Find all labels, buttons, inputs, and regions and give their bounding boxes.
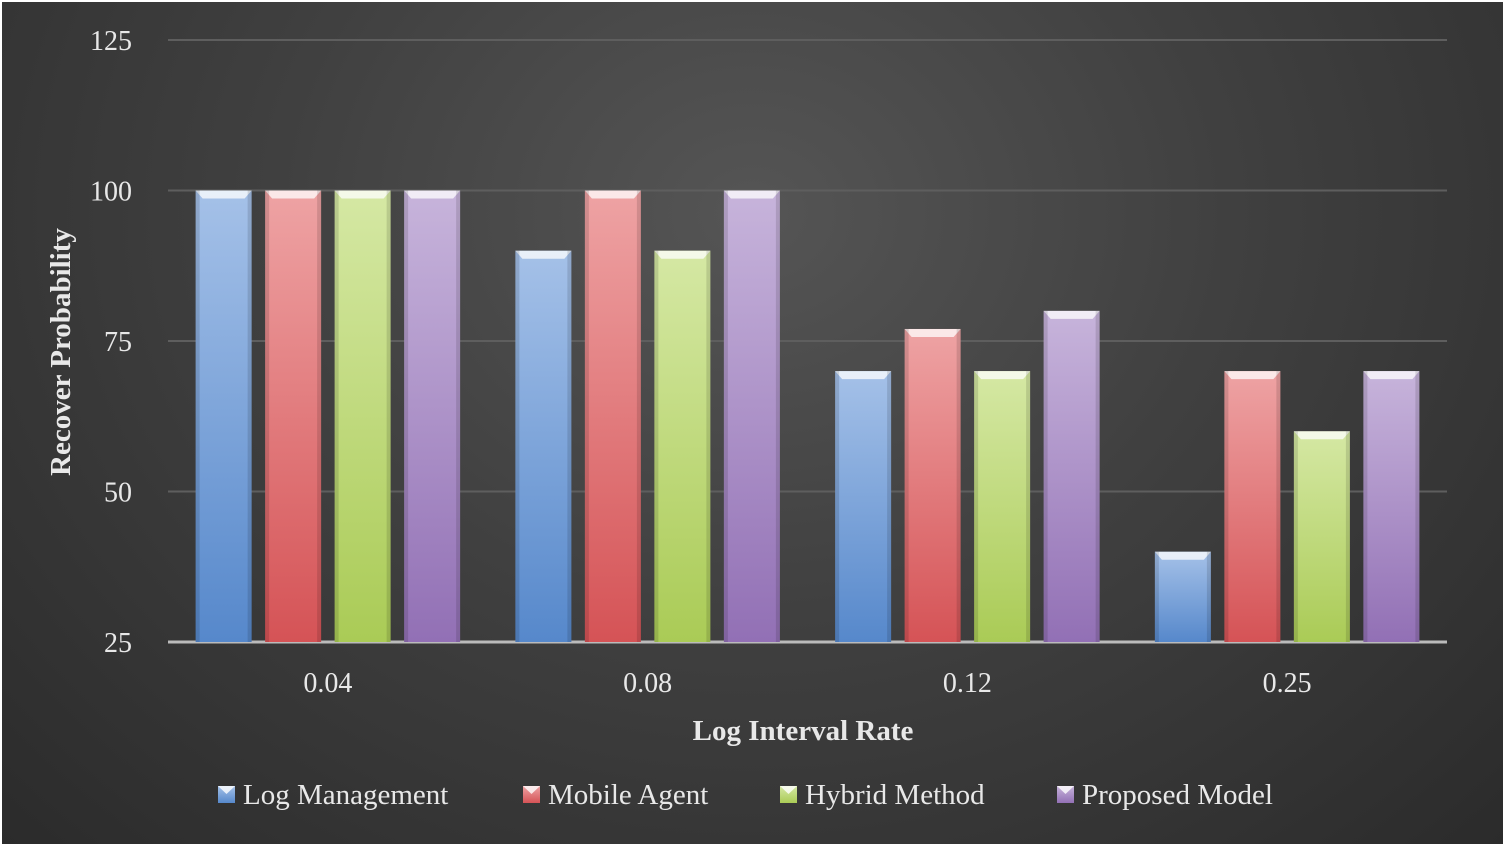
legend-swatch — [218, 786, 235, 803]
bar — [404, 190, 461, 642]
legend-label: Log Management — [243, 779, 448, 811]
y-tick-label: 75 — [104, 327, 132, 358]
bar — [1224, 371, 1281, 642]
x-tick-label: 0.04 — [303, 668, 352, 699]
legend-item: Log Management — [218, 779, 448, 811]
legend-item: Hybrid Method — [780, 779, 985, 811]
legend-item: Mobile Agent — [523, 779, 708, 811]
bar — [1293, 431, 1350, 642]
bar — [195, 190, 252, 642]
y-tick-label: 125 — [90, 26, 132, 57]
bar — [334, 190, 391, 642]
y-tick-label: 25 — [104, 628, 132, 659]
y-tick-label: 50 — [104, 478, 132, 509]
x-tick-label: 0.25 — [1263, 668, 1312, 699]
legend-label: Hybrid Method — [805, 779, 985, 811]
bar — [515, 250, 572, 642]
legend-label: Proposed Model — [1082, 779, 1273, 811]
bar — [1363, 371, 1420, 642]
bar — [1043, 310, 1100, 642]
bar — [904, 328, 961, 642]
bar — [654, 250, 711, 642]
x-tick-label: 0.08 — [623, 668, 672, 699]
legend-swatch — [523, 786, 540, 803]
bar — [974, 371, 1031, 642]
bar — [265, 190, 322, 642]
bar — [584, 190, 641, 642]
y-tick-label: 100 — [90, 177, 132, 208]
bar — [723, 190, 780, 642]
legend-item: Proposed Model — [1057, 779, 1273, 811]
legend-label: Mobile Agent — [548, 779, 708, 811]
legend-swatch — [1057, 786, 1074, 803]
x-tick-label: 0.12 — [943, 668, 992, 699]
bar — [835, 371, 892, 642]
bar — [1154, 551, 1211, 642]
y-axis-title: Recover Probability — [45, 228, 77, 476]
x-axis-title: Log Interval Rate — [693, 715, 914, 747]
legend-swatch — [780, 786, 797, 803]
